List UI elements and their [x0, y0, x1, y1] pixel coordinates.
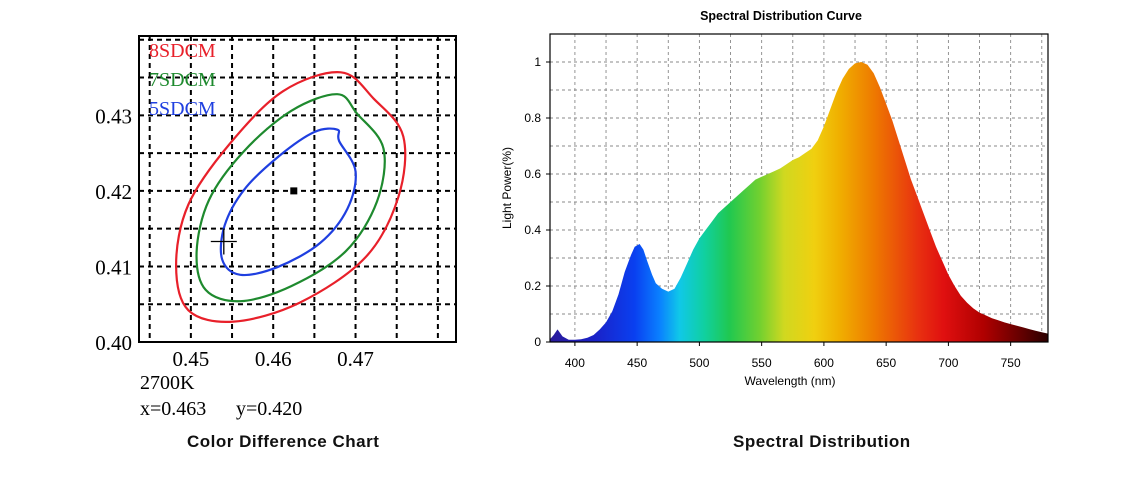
cie-frame: [138, 35, 457, 343]
spectral-y-tick-label: 0.4: [524, 223, 541, 237]
cie-x-tick-label: 0.45: [172, 347, 209, 371]
cie-y-tick-label: 0.40: [95, 331, 132, 355]
spectral-x-tick-label: 750: [1001, 356, 1021, 370]
spectral-frame: [549, 33, 1049, 343]
cie-y-tick-label: 0.41: [95, 255, 132, 279]
cie-y-tick-label: 0.42: [95, 180, 132, 204]
sdcm-ellipse-7sdcm: [195, 93, 386, 303]
cie-x-tick-label: 0.46: [255, 347, 292, 371]
spectral-y-axis-label: Light Power(%): [500, 147, 514, 229]
spectral-chart-title: Spectral Distribution Curve: [700, 9, 862, 23]
spectral-x-tick-label: 700: [938, 356, 958, 370]
cie-y-tick-label: 0.43: [95, 104, 132, 128]
color-difference-chart: 0.40 0.41 0.42 0.43 0.45 0.46 0.47 8SDCM 7SDCM…: [95, 35, 457, 420]
legend-7sdcm: 7SDCM: [149, 69, 216, 91]
measured-point-marker: [210, 228, 237, 255]
spectral-x-tick-label: 600: [814, 356, 834, 370]
spectral-y-tick-label: 0.6: [524, 167, 541, 181]
spectral-caption: Spectral Distribution: [733, 432, 911, 451]
spectral-y-ticks: 0 0.2 0.4 0.6 0.8 1: [524, 55, 550, 349]
cie-x-ticks: 0.45 0.46 0.47: [172, 347, 373, 371]
legend-8sdcm: 8SDCM: [149, 40, 216, 62]
cie-y-ticks: 0.40 0.41 0.42 0.43: [95, 104, 132, 355]
spectral-x-tick-label: 650: [876, 356, 896, 370]
x-coordinate-label: x=0.463: [140, 398, 206, 420]
cie-points: [210, 187, 298, 255]
legend-5sdcm: 5SDCM: [149, 98, 216, 120]
spectral-x-ticks: 400 450 500 550 600 650 700 750: [565, 342, 1021, 370]
spectral-y-tick-label: 1: [534, 55, 541, 69]
sdcm-ellipse-5sdcm: [219, 127, 357, 277]
color-difference-caption: Color Difference Chart: [187, 432, 380, 451]
spectral-x-tick-label: 450: [627, 356, 647, 370]
spectral-x-axis-label: Wavelength (nm): [745, 374, 836, 388]
spectral-y-tick-label: 0: [534, 335, 541, 349]
center-point-marker: [290, 187, 298, 195]
spectral-x-tick-label: 500: [689, 356, 709, 370]
sdcm-ellipses: [174, 71, 407, 323]
spectral-chart: Spectral Distribution Curve 0 0.2 0.4 0.6 0.…: [500, 9, 1049, 388]
cct-label: 2700K: [140, 372, 195, 394]
cie-grid: [139, 36, 456, 342]
cie-x-tick-label: 0.47: [337, 347, 374, 371]
sdcm-legend: 8SDCM 7SDCM 5SDCM: [149, 40, 216, 120]
spectral-y-tick-label: 0.8: [524, 111, 541, 125]
spectrum-area: [550, 62, 1048, 342]
spectral-y-tick-label: 0.2: [524, 279, 541, 293]
y-coordinate-label: y=0.420: [236, 398, 302, 420]
spectral-x-tick-label: 400: [565, 356, 585, 370]
sdcm-ellipse-8sdcm: [174, 71, 407, 323]
spectral-x-tick-label: 550: [752, 356, 772, 370]
